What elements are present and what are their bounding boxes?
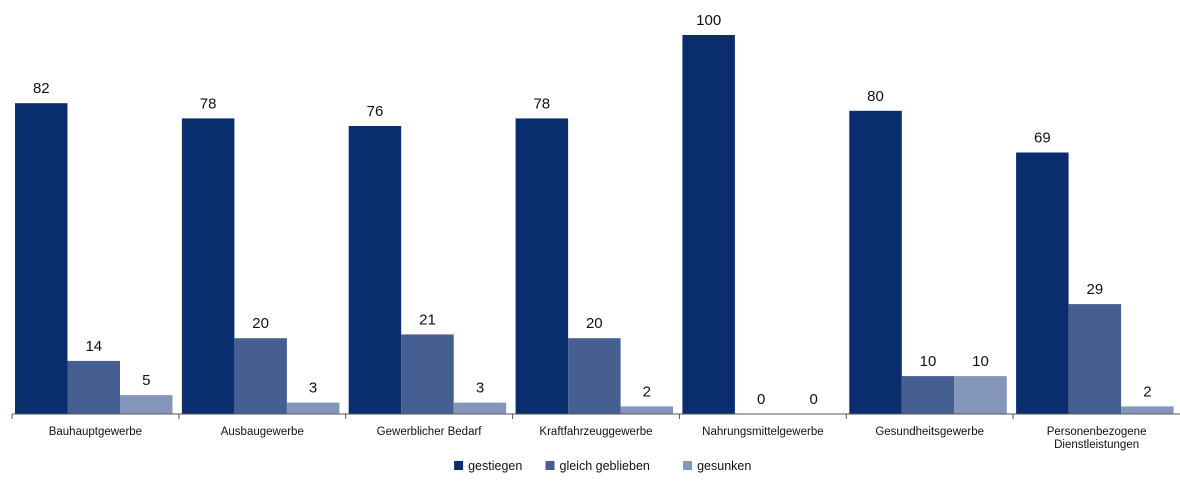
legend-label-gesunken: gesunken — [697, 459, 751, 473]
x-tick-label-line: Gesundheitsgewerbe — [875, 426, 984, 438]
bar-gleich-geblieben-1 — [234, 338, 287, 414]
legend-swatch-gesunken — [683, 461, 693, 470]
x-tick-label: Kraftfahrzeuggewerbe — [539, 426, 652, 438]
x-tick-label-line: Kraftfahrzeuggewerbe — [539, 426, 652, 438]
x-tick-label: Gewerblicher Bedarf — [377, 426, 483, 438]
data-label: 20 — [586, 315, 603, 332]
x-tick-label: Personenbezogene Dienstleistungen — [1047, 426, 1147, 451]
data-label: 82 — [33, 80, 50, 97]
x-tick-label: Ausbaugewerbe — [221, 426, 304, 438]
bar-gestiegen-0 — [15, 103, 68, 414]
x-tick-label-line: Nahrungsmittelgewerbe — [702, 426, 823, 438]
bar-gleich-geblieben-6 — [1068, 304, 1122, 414]
data-label: 21 — [419, 311, 436, 328]
bar-gleich-geblieben-2 — [401, 334, 454, 414]
data-label: 5 — [142, 372, 150, 389]
bar-gleich-geblieben-0 — [67, 360, 120, 414]
data-label: 78 — [200, 95, 217, 112]
data-label: 10 — [920, 353, 937, 370]
data-label: 78 — [533, 95, 550, 112]
data-label: 69 — [1034, 130, 1051, 147]
bar-gesunken-1 — [286, 402, 340, 414]
bars-layer — [15, 35, 1174, 415]
bar-gesunken-5 — [954, 376, 1007, 414]
data-label: 2 — [1143, 383, 1151, 400]
bar-gestiegen-3 — [515, 118, 569, 415]
bar-gestiegen-4 — [682, 35, 735, 414]
bar-gestiegen-2 — [348, 126, 402, 414]
bar-gleich-geblieben-3 — [568, 338, 621, 414]
data-label: 10 — [972, 353, 989, 370]
data-label: 0 — [810, 391, 818, 408]
legend-label-gestiegen: gestiegen — [468, 459, 522, 473]
legend-label-gleich-geblieben: gleich geblieben — [560, 459, 650, 473]
x-tick-label-line: Personenbezogene — [1047, 426, 1147, 438]
data-label: 29 — [1087, 281, 1104, 298]
legend-swatch-gestiegen — [454, 461, 464, 470]
data-label: 3 — [476, 380, 484, 397]
x-tick-label: Bauhauptgewerbe — [49, 426, 142, 438]
value-labels-layer: 82 14 5 78 20 3 76 21 3 78 20 2 100 0 0 80 10 10 69 29 2 — [33, 12, 1152, 408]
x-tick-label-line: Bauhauptgewerbe — [49, 426, 142, 438]
bar-gleich-geblieben-5 — [901, 376, 955, 414]
bar-gesunken-3 — [620, 406, 674, 414]
x-tick-label: Gesundheitsgewerbe — [875, 426, 984, 438]
data-label: 14 — [85, 338, 102, 355]
data-label: 20 — [252, 315, 269, 332]
bar-gestiegen-5 — [849, 110, 902, 415]
x-axis: Bauhauptgewerbe Ausbaugewerbe Gewerblicher… — [11, 413, 1180, 451]
bar-gestiegen-1 — [181, 118, 235, 415]
x-tick-label-line: Gewerblicher Bedarf — [377, 426, 483, 438]
x-tick-label-line: Ausbaugewerbe — [221, 426, 304, 438]
x-tick-label-line: Dienstleistungen — [1054, 439, 1139, 451]
bar-gesunken-0 — [120, 395, 173, 414]
legend: gestiegen gleich geblieben gesunken — [454, 459, 751, 473]
data-label: 80 — [867, 88, 884, 105]
x-tick-label: Nahrungsmittelgewerbe — [702, 426, 823, 438]
data-label: 0 — [757, 391, 765, 408]
data-label: 76 — [367, 103, 384, 120]
legend-swatch-gleich-geblieben — [545, 461, 555, 470]
bar-gestiegen-6 — [1016, 152, 1069, 414]
bar-gesunken-2 — [453, 402, 507, 414]
data-label: 2 — [643, 383, 651, 400]
data-label: 100 — [696, 12, 721, 29]
data-label: 3 — [309, 380, 317, 397]
bar-gesunken-6 — [1121, 406, 1174, 414]
